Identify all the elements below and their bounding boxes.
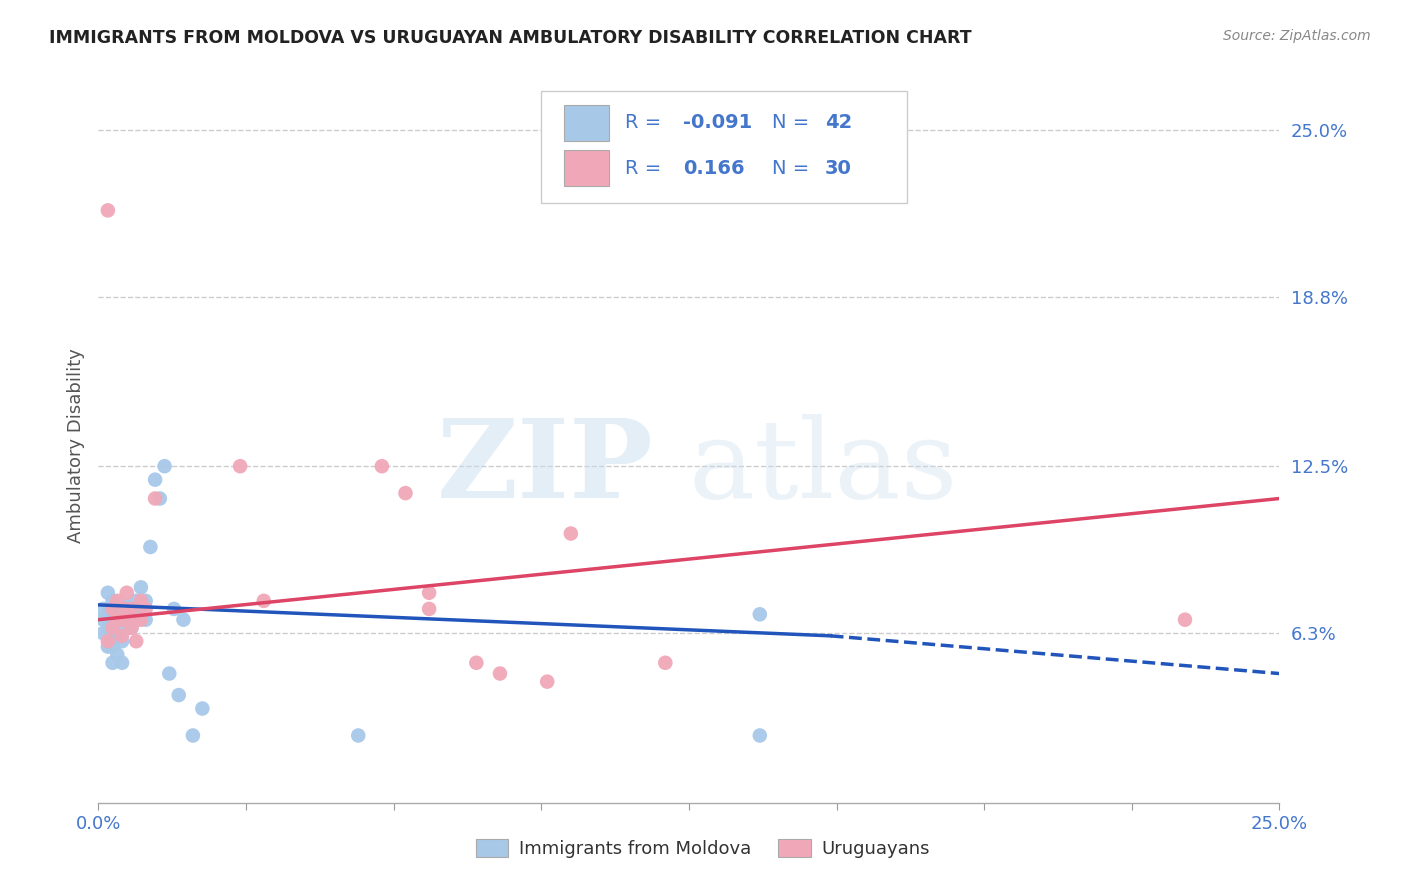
Point: [191, 701, 214, 715]
Point: [125, 613, 148, 627]
Point: [167, 688, 190, 702]
Point: [125, 613, 148, 627]
Text: ZIP: ZIP: [437, 414, 654, 521]
Point: [111, 656, 134, 670]
Text: 42: 42: [825, 113, 852, 132]
Point: [149, 491, 172, 506]
Point: [253, 594, 276, 608]
Point: [1174, 613, 1197, 627]
Point: [371, 459, 394, 474]
Point: [105, 613, 128, 627]
Point: [105, 613, 128, 627]
Point: [229, 459, 252, 474]
Point: [139, 540, 162, 554]
Point: [115, 613, 138, 627]
Point: [101, 621, 124, 635]
Text: atlas: atlas: [689, 414, 959, 521]
Point: [135, 594, 157, 608]
Point: [111, 621, 134, 635]
Point: [105, 629, 128, 643]
Point: [91, 602, 114, 616]
Legend: Immigrants from Moldova, Uruguayans: Immigrants from Moldova, Uruguayans: [468, 831, 938, 865]
Point: [489, 666, 512, 681]
Point: [97, 203, 120, 218]
Point: [347, 729, 370, 743]
Point: [153, 459, 176, 474]
Point: [111, 629, 134, 643]
Point: [101, 656, 124, 670]
Point: [121, 621, 143, 635]
Point: [163, 602, 186, 616]
Point: [125, 594, 148, 608]
Point: [121, 602, 143, 616]
Point: [101, 613, 124, 627]
Point: [135, 613, 157, 627]
Point: [748, 607, 770, 622]
Text: -0.091: -0.091: [683, 113, 752, 132]
Point: [101, 602, 124, 616]
Point: [536, 674, 558, 689]
Text: R =: R =: [626, 159, 668, 178]
Point: [157, 666, 180, 681]
Point: [418, 586, 440, 600]
Point: [115, 586, 138, 600]
Point: [105, 602, 128, 616]
Point: [181, 729, 204, 743]
FancyBboxPatch shape: [564, 105, 609, 141]
Point: [465, 656, 488, 670]
Point: [135, 602, 157, 616]
Point: [172, 613, 194, 627]
Point: [418, 602, 440, 616]
Point: [97, 634, 120, 648]
Point: [97, 621, 120, 635]
Point: [121, 621, 143, 635]
Point: [125, 634, 148, 648]
Point: [97, 640, 120, 654]
Text: 30: 30: [825, 159, 852, 178]
Point: [748, 729, 770, 743]
Point: [111, 613, 134, 627]
Text: R =: R =: [626, 113, 668, 132]
Point: [105, 594, 128, 608]
Point: [121, 602, 143, 616]
Point: [129, 613, 152, 627]
Point: [143, 473, 166, 487]
Text: IMMIGRANTS FROM MOLDOVA VS URUGUAYAN AMBULATORY DISABILITY CORRELATION CHART: IMMIGRANTS FROM MOLDOVA VS URUGUAYAN AMB…: [49, 29, 972, 46]
Point: [91, 613, 114, 627]
Point: [105, 648, 128, 662]
Text: Source: ZipAtlas.com: Source: ZipAtlas.com: [1223, 29, 1371, 43]
Point: [394, 486, 416, 500]
Point: [129, 594, 152, 608]
Text: N =: N =: [772, 113, 815, 132]
Point: [101, 594, 124, 608]
Point: [129, 599, 152, 614]
Point: [111, 634, 134, 648]
Point: [115, 602, 138, 616]
Point: [101, 640, 124, 654]
Point: [115, 599, 138, 614]
Point: [654, 656, 676, 670]
FancyBboxPatch shape: [541, 91, 907, 203]
Point: [97, 607, 120, 622]
Point: [101, 629, 124, 643]
FancyBboxPatch shape: [564, 150, 609, 186]
Point: [143, 491, 166, 506]
Point: [91, 626, 114, 640]
Point: [97, 586, 120, 600]
Text: 0.166: 0.166: [683, 159, 745, 178]
Y-axis label: Ambulatory Disability: Ambulatory Disability: [66, 349, 84, 543]
Text: N =: N =: [772, 159, 815, 178]
Point: [560, 526, 582, 541]
Point: [129, 580, 152, 594]
